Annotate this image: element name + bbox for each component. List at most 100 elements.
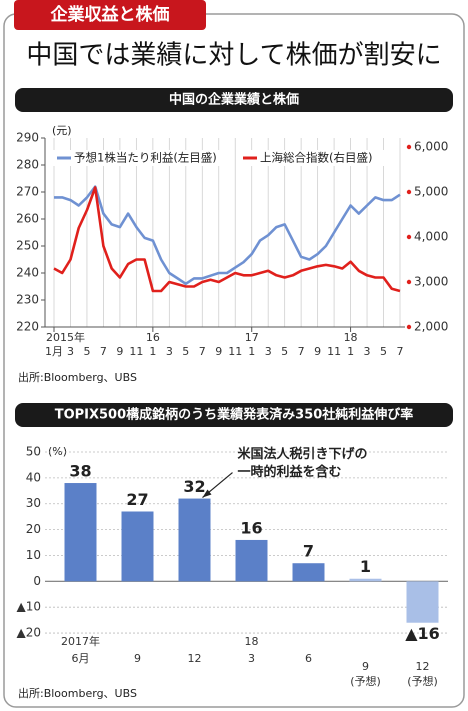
value-label: ▲16: [405, 624, 440, 643]
x-tick-label: 11: [327, 345, 341, 358]
x-tick-label: 3: [166, 345, 173, 358]
chart-title: 中国の企業業績と株価: [169, 92, 299, 108]
x-tick-note: (予想): [350, 674, 381, 688]
y-tick-label: 250: [16, 239, 39, 253]
y-tick-label: ▲20: [17, 626, 42, 640]
chart-title: TOPIX500構成銘柄のうち業績発表済み350社純利益伸び率: [55, 407, 414, 423]
x-tick-note: (予想): [407, 674, 438, 688]
y2-tick: [406, 324, 412, 330]
x-tick-label: 12: [188, 652, 202, 665]
y-tick-label: 0: [33, 574, 41, 588]
x-group-label: 2017年: [61, 634, 100, 648]
value-label: 16: [240, 518, 262, 537]
x-tick-label: 7: [100, 345, 107, 358]
annotation: 米国法人税引き下げの: [238, 446, 368, 462]
tag-box: [14, 0, 206, 30]
x-tick-label: 12: [416, 660, 430, 673]
x-tick-label: 5: [83, 345, 90, 358]
x-tick-label: 7: [298, 345, 305, 358]
x-tick-label: 9: [362, 660, 369, 673]
value-label: 38: [69, 462, 91, 481]
x-tick-label: 1: [347, 345, 354, 358]
x-group-label: 17: [245, 331, 259, 344]
y2-tick: [406, 189, 412, 195]
legend-bg: [53, 150, 231, 166]
y2-tick-label: 3,000: [414, 275, 448, 289]
y-tick-label: 50: [26, 445, 41, 459]
y2-tick-label: 4,000: [414, 230, 448, 244]
y2-tick-label: 6,000: [414, 140, 448, 154]
x-tick-label: 5: [182, 345, 189, 358]
y-tick-label: 20: [26, 522, 41, 536]
x-tick-label: 5: [281, 345, 288, 358]
y-tick-label: 240: [16, 266, 39, 280]
x-tick-label: 6月: [72, 652, 90, 665]
x-tick-label: 1: [149, 345, 156, 358]
series-line: [54, 185, 401, 286]
x-group-label: 2015年: [46, 330, 85, 344]
headline: 中国では業績に対して株価が割安に: [26, 41, 441, 71]
bar: [349, 578, 382, 582]
frame: [3, 13, 465, 708]
y-tick-label: 260: [16, 212, 39, 226]
x-group-label: 16: [146, 331, 160, 344]
source: 出所:Bloomberg、UBS: [18, 370, 137, 384]
legend-label: 上海総合指数(右目盛): [260, 151, 372, 165]
y-tick-label: ▲10: [17, 600, 42, 614]
x-group-label: 18: [245, 635, 259, 648]
y-tick-label: 220: [16, 320, 39, 334]
y-tick-label: 40: [26, 470, 41, 484]
source: 出所:Bloomberg、UBS: [18, 686, 137, 700]
x-tick-label: 9: [134, 652, 141, 665]
x-tick-label: 9: [215, 345, 222, 358]
series-line: [53, 186, 401, 293]
bar: [235, 539, 268, 582]
x-tick-label: 3: [364, 345, 371, 358]
value-label: 32: [183, 477, 205, 496]
y2-tick-label: 5,000: [414, 185, 448, 199]
x-tick-label: 1: [248, 345, 255, 358]
y2-tick-label: 2,000: [414, 320, 448, 334]
x-tick-label: 7: [199, 345, 206, 358]
legend-bg: [239, 150, 399, 166]
annotation: 一時的利益を含む: [238, 464, 342, 480]
y-tick-label: 10: [26, 548, 41, 562]
x-tick-label: 5: [380, 345, 387, 358]
tag: 企業収益と株価: [51, 4, 170, 25]
y-unit: (%): [48, 445, 67, 458]
chart-title-box: [15, 88, 453, 112]
bar: [406, 581, 439, 623]
x-tick-label: 11: [129, 345, 143, 358]
x-tick-label: 3: [265, 345, 272, 358]
y2-tick: [406, 144, 412, 150]
x-tick-label: 1月: [45, 345, 63, 358]
y-unit: (元): [52, 124, 72, 137]
bar: [292, 563, 325, 582]
x-tick-label: 3: [248, 652, 255, 665]
x-tick-label: 9: [314, 345, 321, 358]
bar: [178, 498, 211, 582]
bar: [64, 483, 97, 582]
x-tick-label: 9: [116, 345, 123, 358]
y2-tick: [406, 279, 412, 285]
value-label: 1: [360, 557, 371, 576]
x-tick-label: 7: [397, 345, 404, 358]
y-tick-label: 30: [26, 496, 41, 510]
y-tick-label: 290: [16, 131, 39, 145]
x-tick-label: 6: [305, 652, 312, 665]
annotation-arrowhead: [202, 489, 212, 498]
legend-label: 予想1株当たり利益(左目盛): [74, 151, 217, 165]
chart-title-box: [15, 403, 453, 427]
value-label: 7: [303, 542, 314, 561]
value-label: 27: [126, 490, 148, 509]
x-tick-label: 3: [67, 345, 74, 358]
x-group-label: 18: [344, 331, 358, 344]
bar: [121, 511, 154, 582]
y-tick-label: 270: [16, 185, 39, 199]
y-tick-label: 280: [16, 158, 39, 172]
y2-tick: [406, 234, 412, 240]
y-tick-label: 230: [16, 293, 39, 307]
x-tick-label: 11: [228, 345, 242, 358]
